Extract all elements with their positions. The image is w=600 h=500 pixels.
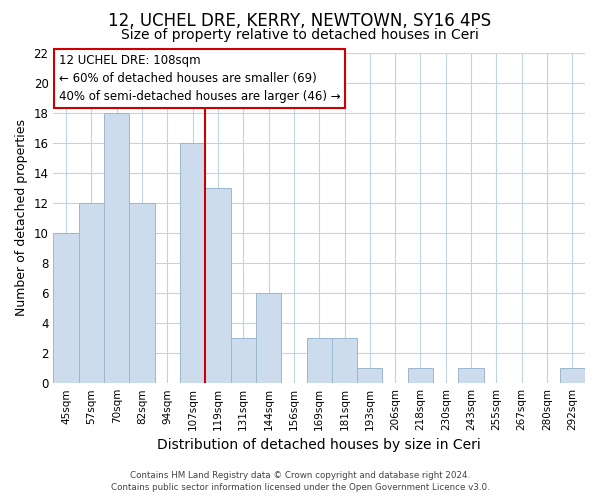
Bar xyxy=(560,368,585,383)
Bar xyxy=(104,112,130,383)
Bar xyxy=(79,203,104,383)
Bar xyxy=(230,338,256,383)
Bar xyxy=(357,368,382,383)
Bar xyxy=(256,293,281,383)
Bar xyxy=(408,368,433,383)
Bar xyxy=(307,338,332,383)
Text: 12 UCHEL DRE: 108sqm
← 60% of detached houses are smaller (69)
40% of semi-detac: 12 UCHEL DRE: 108sqm ← 60% of detached h… xyxy=(59,54,340,103)
Y-axis label: Number of detached properties: Number of detached properties xyxy=(15,120,28,316)
Bar xyxy=(205,188,230,383)
Bar xyxy=(53,233,79,383)
Text: Size of property relative to detached houses in Ceri: Size of property relative to detached ho… xyxy=(121,28,479,42)
X-axis label: Distribution of detached houses by size in Ceri: Distribution of detached houses by size … xyxy=(157,438,481,452)
Bar xyxy=(458,368,484,383)
Bar xyxy=(180,142,205,383)
Text: Contains HM Land Registry data © Crown copyright and database right 2024.
Contai: Contains HM Land Registry data © Crown c… xyxy=(110,471,490,492)
Bar xyxy=(130,203,155,383)
Text: 12, UCHEL DRE, KERRY, NEWTOWN, SY16 4PS: 12, UCHEL DRE, KERRY, NEWTOWN, SY16 4PS xyxy=(109,12,491,30)
Bar xyxy=(332,338,357,383)
